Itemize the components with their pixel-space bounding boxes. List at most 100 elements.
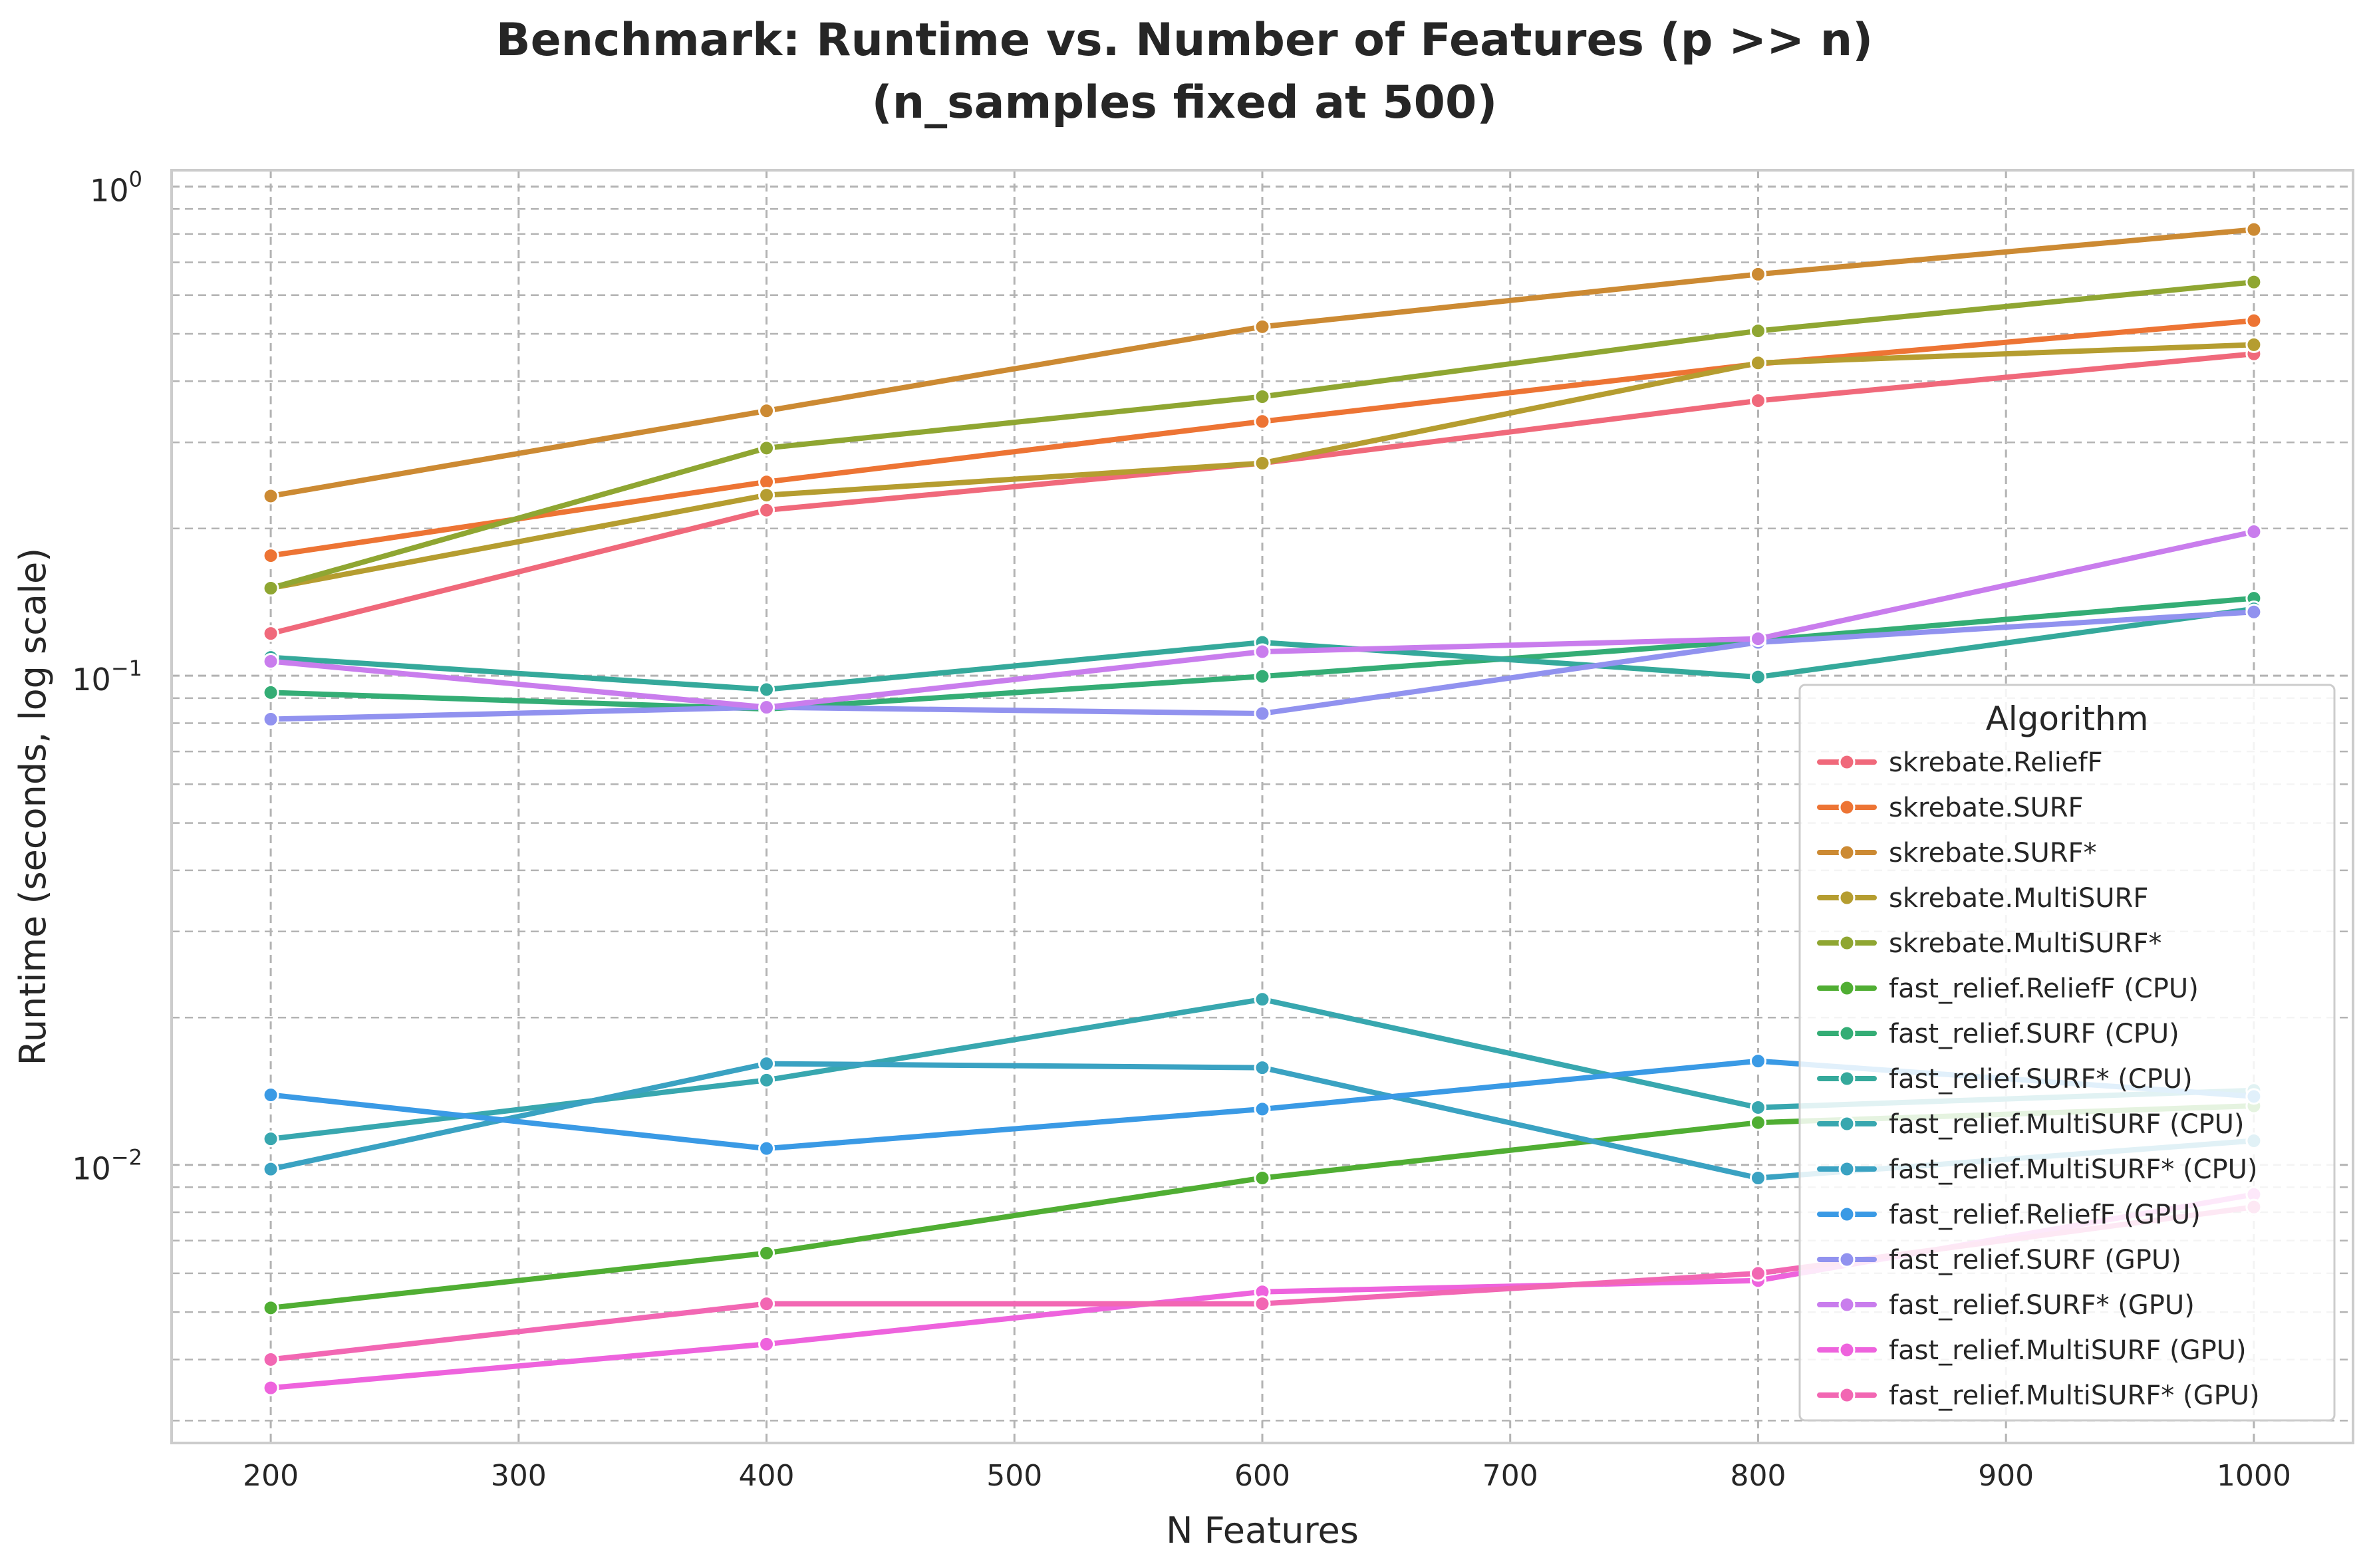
data-point xyxy=(262,1351,279,1368)
legend-label: fast_relief.SURF* (CPU) xyxy=(1889,1064,2193,1095)
y-tick-label: 10−1 xyxy=(72,656,142,698)
legend-swatch-marker xyxy=(1838,1115,1856,1132)
legend-swatch-marker xyxy=(1838,1251,1856,1268)
data-point xyxy=(758,487,775,504)
data-point xyxy=(1254,1101,1271,1118)
legend-item: fast_relief.MultiSURF (GPU) xyxy=(1817,1335,2247,1366)
legend-label: fast_relief.SURF* (GPU) xyxy=(1889,1290,2195,1321)
data-point xyxy=(262,1160,279,1178)
data-point xyxy=(262,1379,279,1396)
legend-label: fast_relief.MultiSURF (GPU) xyxy=(1889,1335,2247,1366)
x-tick-label: 900 xyxy=(1978,1459,2034,1493)
x-axis: 200 300 400 500 600 700 800 900 1000 xyxy=(243,1459,2291,1493)
x-tick-label: 1000 xyxy=(2217,1459,2291,1493)
legend-swatch-marker xyxy=(1838,1386,1856,1404)
y-axis-label: Runtime (seconds, log scale) xyxy=(12,548,54,1066)
legend-item: skrebate.SURF xyxy=(1817,793,2084,823)
x-tick-label: 200 xyxy=(243,1459,299,1493)
data-point xyxy=(1749,630,1766,648)
legend-swatch-marker xyxy=(1838,980,1856,997)
data-point xyxy=(1254,668,1271,685)
chart-title-line: Benchmark: Runtime vs. Number of Feature… xyxy=(495,14,1874,66)
legend-box xyxy=(1798,684,2336,1422)
legend-item: skrebate.MultiSURF xyxy=(1817,883,2148,914)
data-point xyxy=(758,1071,775,1089)
legend-label: fast_relief.ReliefF (CPU) xyxy=(1889,974,2199,1004)
legend-label: fast_relief.MultiSURF* (CPU) xyxy=(1889,1154,2258,1185)
data-point xyxy=(758,1295,775,1313)
legend-swatch-marker xyxy=(1838,753,1856,771)
data-point xyxy=(1254,1295,1271,1313)
legend-label: fast_relief.MultiSURF (CPU) xyxy=(1889,1109,2245,1140)
data-point xyxy=(262,653,279,670)
data-point xyxy=(2245,312,2263,329)
series-group xyxy=(262,221,2263,505)
data-point xyxy=(758,681,775,698)
legend-swatch-marker xyxy=(1838,934,1856,952)
legend-label: fast_relief.SURF (GPU) xyxy=(1889,1245,2181,1275)
data-point xyxy=(1254,643,1271,660)
data-point xyxy=(1254,1059,1271,1077)
x-tick-label: 700 xyxy=(1482,1459,1538,1493)
data-point xyxy=(758,402,775,420)
data-point xyxy=(1749,265,1766,283)
plot-area-frame xyxy=(170,169,2354,1444)
y-tick-label: 100 xyxy=(90,167,142,209)
legend-item: fast_relief.SURF* (GPU) xyxy=(1817,1290,2195,1321)
grid-lines xyxy=(172,170,2353,1443)
legend-label: skrebate.MultiSURF* xyxy=(1889,928,2161,959)
data-point xyxy=(758,1140,775,1157)
data-point xyxy=(2245,336,2263,353)
legend[interactable]: Algorithm skrebate.ReliefF skrebate.SURF sk… xyxy=(1798,684,2336,1422)
legend-swatch-marker xyxy=(1838,799,1856,816)
data-point xyxy=(1749,1169,1766,1186)
legend-swatch-marker xyxy=(1838,844,1856,861)
legend-item: fast_relief.MultiSURF* (GPU) xyxy=(1817,1380,2260,1411)
data-point xyxy=(1749,668,1766,686)
data-point xyxy=(2245,273,2263,291)
data-point xyxy=(262,711,279,728)
x-tick-label: 400 xyxy=(739,1459,795,1493)
data-point xyxy=(2245,603,2263,620)
legend-label: skrebate.MultiSURF xyxy=(1889,883,2148,914)
data-point xyxy=(262,1299,279,1317)
data-point xyxy=(262,547,279,565)
data-point xyxy=(1254,318,1271,335)
data-point xyxy=(1254,705,1271,722)
data-point xyxy=(2245,523,2263,541)
data-point xyxy=(1749,392,1766,410)
data-point xyxy=(758,440,775,457)
data-point xyxy=(758,1244,775,1261)
x-tick-label: 500 xyxy=(986,1459,1042,1493)
legend-swatch-marker xyxy=(1838,1341,1856,1359)
legend-label: fast_relief.SURF (CPU) xyxy=(1889,1019,2179,1049)
data-point xyxy=(2245,221,2263,238)
legend-label: fast_relief.ReliefF (GPU) xyxy=(1889,1200,2201,1230)
data-point xyxy=(262,625,279,642)
data-point xyxy=(758,699,775,716)
x-axis-label: N Features xyxy=(1166,1509,1359,1551)
legend-swatch-marker xyxy=(1838,1206,1856,1223)
data-point xyxy=(758,1335,775,1353)
legend-item: fast_relief.SURF (CPU) xyxy=(1817,1019,2179,1049)
legend-label: fast_relief.MultiSURF* (GPU) xyxy=(1889,1380,2260,1411)
data-point xyxy=(758,1055,775,1073)
legend-item: fast_relief.SURF (GPU) xyxy=(1817,1245,2181,1275)
legend-label: skrebate.SURF* xyxy=(1889,838,2097,868)
legend-item: fast_relief.SURF* (CPU) xyxy=(1817,1064,2193,1095)
data-point xyxy=(1749,1265,1766,1282)
chart-title: Benchmark: Runtime vs. Number of Feature… xyxy=(0,9,2369,134)
data-point xyxy=(262,580,279,597)
legend-swatch-marker xyxy=(1838,1070,1856,1087)
series-group xyxy=(262,523,2263,716)
data-point xyxy=(262,487,279,505)
legend-item: fast_relief.ReliefF (CPU) xyxy=(1817,974,2199,1004)
data-point xyxy=(262,1087,279,1104)
legend-title: Algorithm xyxy=(1986,700,2149,738)
data-point xyxy=(1254,991,1271,1008)
x-tick-label: 300 xyxy=(491,1459,547,1493)
legend-swatch-marker xyxy=(1838,1160,1856,1178)
data-point xyxy=(1749,1114,1766,1131)
data-point xyxy=(1749,354,1766,372)
